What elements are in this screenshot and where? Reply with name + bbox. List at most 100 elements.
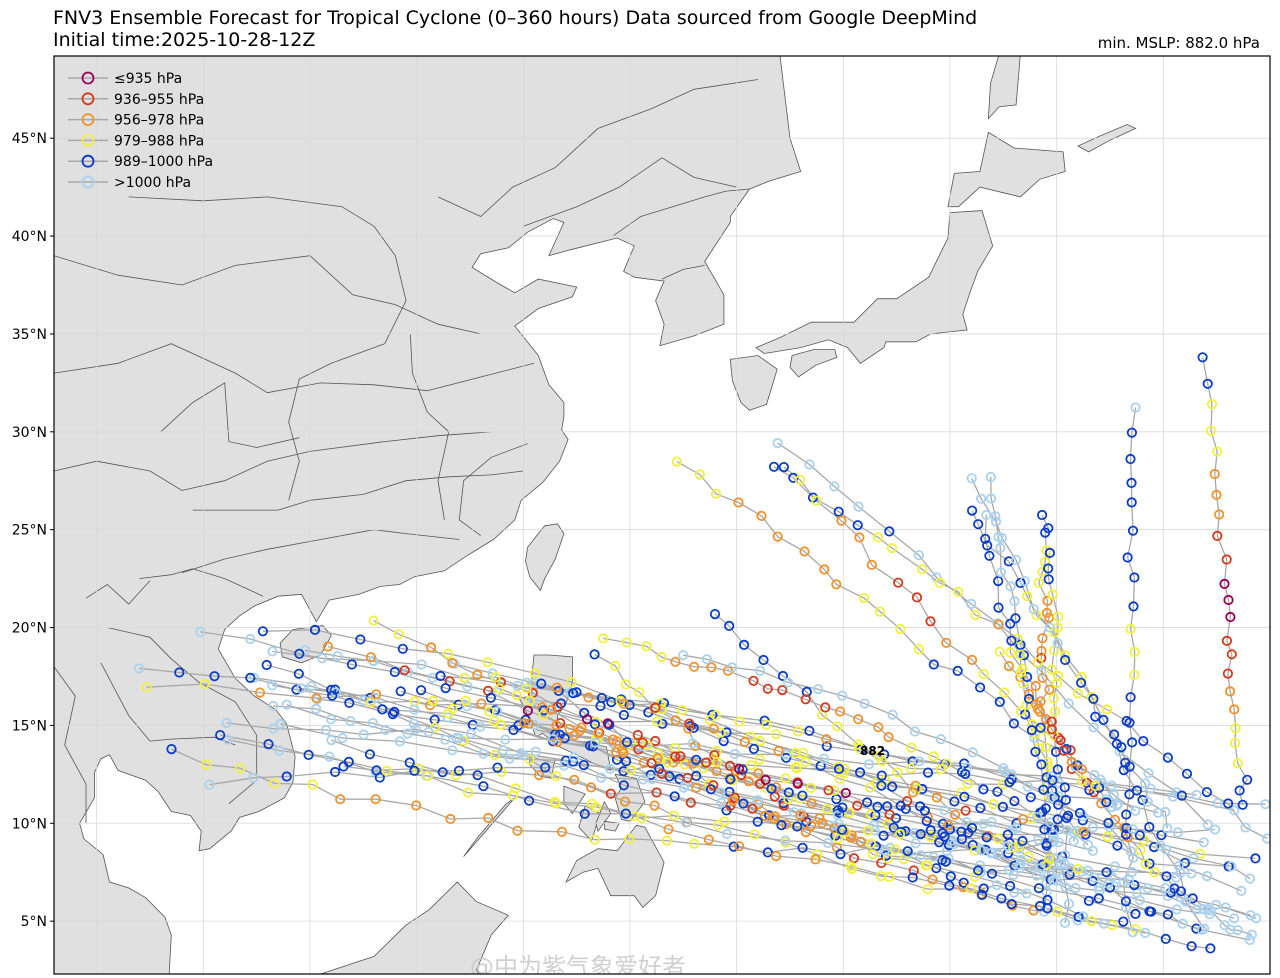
track-point xyxy=(1063,898,1075,910)
track-point xyxy=(1036,759,1047,770)
track-point xyxy=(728,841,739,852)
track-point xyxy=(500,734,511,745)
track-point xyxy=(536,678,547,689)
track-point xyxy=(917,783,928,795)
track-point xyxy=(855,836,866,847)
track-point xyxy=(1048,835,1059,846)
track-point xyxy=(1145,783,1156,794)
track-point xyxy=(677,705,688,716)
track-point xyxy=(780,835,791,846)
track-point xyxy=(837,802,848,813)
track-point xyxy=(758,654,769,666)
track-point xyxy=(1089,872,1100,883)
track-point xyxy=(1017,814,1029,825)
track-point xyxy=(976,889,988,901)
track-point xyxy=(941,637,952,648)
track-point xyxy=(1125,623,1136,635)
track-point xyxy=(462,787,474,798)
track-point xyxy=(344,697,355,709)
track-point xyxy=(472,669,483,681)
track-point xyxy=(884,871,895,883)
track-point xyxy=(453,765,465,776)
watermark: @中为紫气象爱好者 xyxy=(470,953,686,978)
track-point xyxy=(867,849,878,860)
track-point xyxy=(748,675,759,686)
track-point xyxy=(1040,742,1052,753)
track-point xyxy=(698,763,709,774)
track-point xyxy=(294,648,305,659)
track-point xyxy=(134,663,145,674)
track-point xyxy=(1112,840,1123,851)
track-point xyxy=(998,763,1009,774)
track-point xyxy=(1046,724,1057,735)
track-point xyxy=(853,714,864,725)
taiwan-island xyxy=(525,523,565,592)
track-point xyxy=(754,665,766,676)
track-point xyxy=(1005,581,1016,592)
track-point xyxy=(1142,796,1153,808)
track-point xyxy=(507,790,519,801)
track-point xyxy=(1093,881,1105,893)
track-point xyxy=(593,727,604,738)
track-point xyxy=(682,772,693,783)
track-point xyxy=(885,842,896,854)
track-point xyxy=(515,747,527,759)
track-point xyxy=(495,719,506,730)
track-point xyxy=(886,542,898,554)
track-point xyxy=(425,642,437,653)
track-point xyxy=(267,680,278,691)
track-point xyxy=(1003,556,1014,567)
track-point xyxy=(913,550,925,561)
track-point xyxy=(530,746,541,757)
track-point xyxy=(883,731,894,743)
admin-border xyxy=(523,157,737,227)
track-point xyxy=(892,767,903,778)
track-point xyxy=(223,734,234,745)
track-point xyxy=(1060,794,1072,806)
track-point xyxy=(865,809,877,820)
track-point xyxy=(1042,757,1053,768)
track-point xyxy=(661,835,673,846)
track-point xyxy=(783,787,794,798)
track-point xyxy=(1070,882,1081,894)
track-point xyxy=(716,797,727,809)
track-point xyxy=(1251,913,1262,924)
track-point xyxy=(906,742,917,753)
track-point xyxy=(1006,898,1017,910)
track-point xyxy=(624,833,635,845)
track-point xyxy=(311,693,322,704)
track-point xyxy=(721,828,733,840)
track-points xyxy=(134,352,1270,954)
track-point xyxy=(748,743,760,755)
track-point xyxy=(204,779,215,790)
track-point xyxy=(358,695,369,706)
track-point xyxy=(596,692,608,704)
track-point xyxy=(966,598,977,610)
track-point xyxy=(934,837,945,848)
track-point xyxy=(935,764,946,775)
track-point xyxy=(817,817,828,829)
track-point xyxy=(632,729,643,741)
track-point xyxy=(1125,846,1136,857)
track-point xyxy=(832,833,844,844)
track-point xyxy=(1196,924,1208,936)
track-point xyxy=(1104,822,1115,833)
track-point xyxy=(778,461,790,473)
track-point xyxy=(780,773,791,784)
track-point xyxy=(925,616,936,627)
track-point xyxy=(799,546,810,557)
track-point xyxy=(596,772,607,783)
track-point xyxy=(894,828,906,840)
track-point xyxy=(1134,895,1145,906)
track-point xyxy=(738,639,750,651)
borneo-island xyxy=(320,881,510,974)
track-point xyxy=(915,828,926,840)
track-point xyxy=(445,813,456,825)
track-point xyxy=(688,661,700,672)
track-point xyxy=(1120,902,1132,913)
track-point xyxy=(821,734,832,745)
track-point xyxy=(949,809,961,820)
track-point xyxy=(823,785,834,796)
track-point xyxy=(416,659,427,670)
track-point xyxy=(978,883,989,894)
